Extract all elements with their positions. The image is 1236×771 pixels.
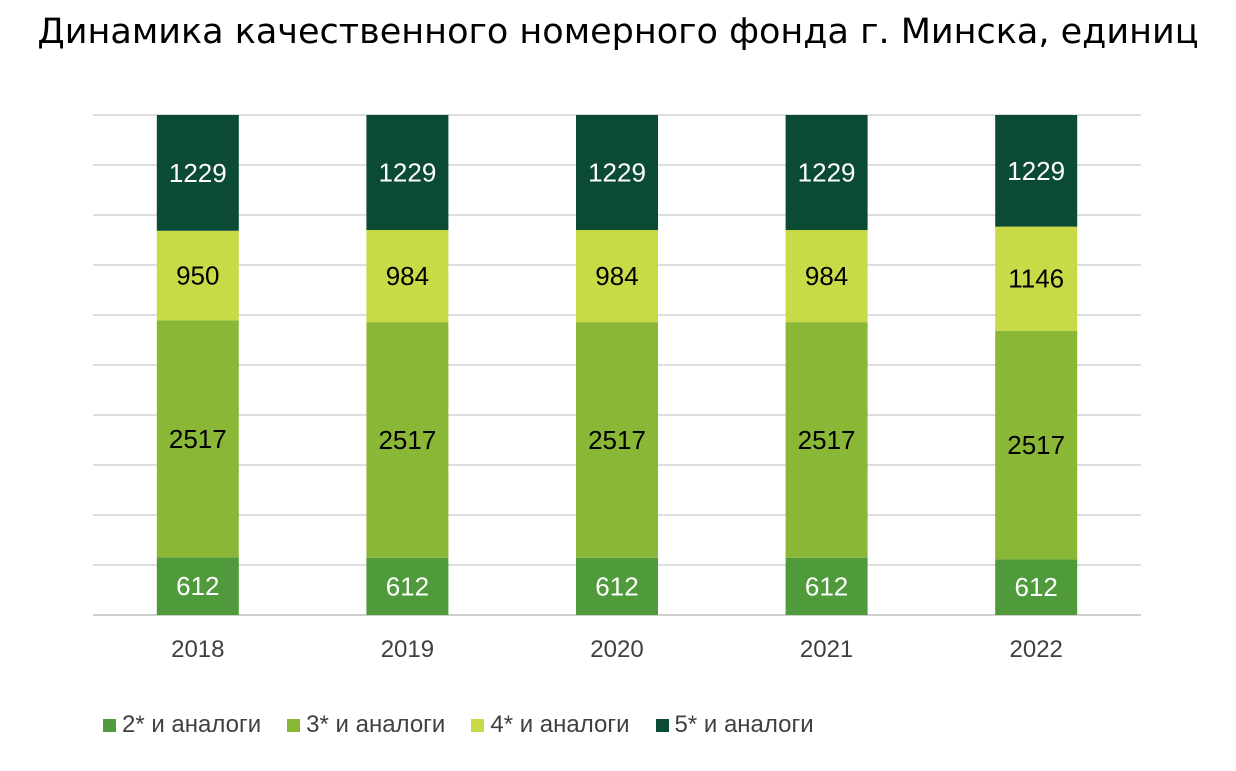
- data-labels: 612 2517 950 1229 612 2517 984 1229 612 2517 984 12…: [169, 156, 1065, 602]
- data-label: 984: [386, 261, 429, 291]
- data-label: 1229: [1007, 156, 1065, 186]
- data-label: 612: [176, 571, 219, 601]
- data-label: 1229: [798, 158, 856, 188]
- chart-title: Динамика качественного номерного фонда г…: [37, 12, 1199, 52]
- bar-segment: [576, 230, 658, 323]
- bar-segment: [366, 115, 449, 231]
- data-label: 950: [176, 261, 219, 291]
- stacked-bar-chart: 612 2517 950 1229 612 2517 984 1229 612 2517 984 12…: [93, 114, 1141, 663]
- legend-item: 3* и аналоги: [287, 711, 445, 739]
- data-label: 1229: [378, 158, 436, 188]
- x-axis-ticks: 2018 2019 2020 2021 2022: [171, 636, 1063, 663]
- bar-segment: [995, 559, 1078, 615]
- bar-segment: [995, 330, 1078, 560]
- legend-swatch: [287, 718, 301, 732]
- bar-segment: [785, 115, 868, 231]
- bar-segment: [995, 115, 1078, 227]
- bar-segment: [785, 322, 868, 558]
- bar-segment: [576, 322, 658, 558]
- data-label: 612: [805, 571, 848, 601]
- bar-segment: [366, 557, 449, 615]
- data-label: 2517: [378, 425, 436, 455]
- legend-label: 5* и аналоги: [674, 711, 814, 738]
- x-tick-label: 2021: [800, 636, 853, 663]
- data-label: 2517: [1007, 430, 1065, 460]
- data-label: 2517: [588, 425, 646, 455]
- data-label: 984: [805, 261, 848, 291]
- bar-segment: [576, 557, 658, 615]
- bar-segment: [366, 230, 449, 323]
- data-label: 2517: [798, 425, 856, 455]
- bar-segment: [995, 226, 1078, 331]
- bar-segment: [576, 115, 658, 231]
- legend-item: 4* и аналоги: [471, 711, 630, 739]
- x-tick-label: 2018: [171, 636, 224, 663]
- data-label: 984: [595, 261, 638, 291]
- x-tick-label: 2020: [590, 636, 643, 663]
- legend-swatch: [471, 718, 485, 732]
- bar-segment: [156, 115, 239, 231]
- legend-swatch: [655, 718, 669, 732]
- legend-label: 2* и аналоги: [122, 711, 262, 738]
- legend-swatch: [103, 718, 116, 732]
- bar-segment: [156, 320, 239, 558]
- bar-segment: [156, 230, 239, 321]
- data-label: 1146: [1008, 264, 1064, 294]
- legend-label: 4* и аналоги: [490, 711, 630, 738]
- x-tick-label: 2019: [381, 636, 434, 663]
- legend-item: 5* и аналоги: [655, 711, 814, 739]
- bar-segment: [785, 557, 868, 615]
- bars: [156, 115, 1078, 615]
- bar-segment: [156, 557, 239, 615]
- legend: 2* и аналоги 3* и аналоги 4* и аналоги 5* и…: [103, 711, 840, 739]
- x-tick-label: 2022: [1010, 636, 1063, 663]
- data-label: 612: [1015, 572, 1058, 602]
- legend-item: 2* и аналоги: [103, 711, 261, 739]
- data-label: 612: [386, 571, 429, 601]
- data-label: 612: [595, 571, 638, 601]
- bar-segment: [366, 322, 449, 558]
- legend-label: 3* и аналоги: [306, 711, 446, 738]
- data-label: 1229: [169, 158, 227, 188]
- data-label: 1229: [588, 158, 646, 188]
- data-label: 2517: [169, 424, 227, 454]
- bar-segment: [785, 230, 868, 323]
